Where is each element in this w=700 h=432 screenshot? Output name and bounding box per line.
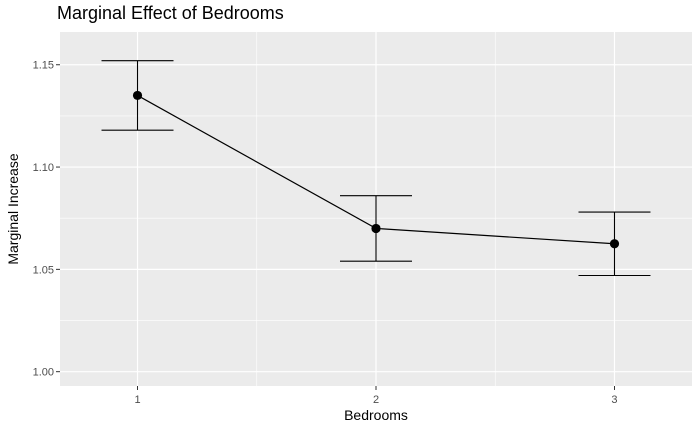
chart-title: Marginal Effect of Bedrooms — [57, 3, 284, 23]
y-axis-title: Marginal Increase — [5, 153, 21, 264]
axis-ticks: 1.00 1.05 1.10 1.15 1 2 3 — [33, 60, 618, 406]
x-tick-label: 3 — [611, 394, 617, 406]
data-point — [371, 223, 381, 234]
y-tick-label: 1.10 — [33, 162, 54, 174]
series-layer — [101, 60, 651, 277]
y-tick-label: 1.15 — [33, 60, 54, 72]
x-tick-label: 1 — [134, 394, 140, 406]
y-tick-label: 1.05 — [33, 264, 54, 276]
data-point — [132, 90, 143, 101]
x-tick-label: 2 — [373, 394, 379, 406]
y-tick-label: 1.00 — [33, 367, 54, 379]
data-point — [609, 239, 620, 249]
x-axis-title: Bedrooms — [344, 407, 408, 423]
